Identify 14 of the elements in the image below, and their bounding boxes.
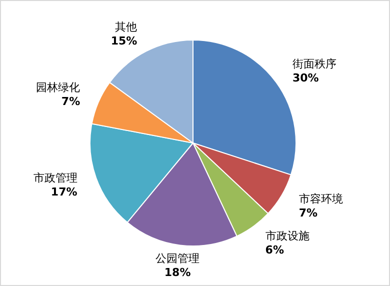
data-label: 30% — [292, 72, 319, 85]
slice-label: 市政管理 — [33, 172, 78, 185]
slice-label: 市容环境 — [298, 192, 343, 206]
slice-label: 市政设施 — [265, 230, 310, 243]
slice-label: 街面秩序 — [292, 58, 337, 71]
data-label: 7% — [298, 206, 318, 220]
data-label: 15% — [110, 34, 138, 48]
data-label: 6% — [265, 244, 284, 257]
data-label: 17% — [50, 186, 78, 199]
slice-label: 园林绿化 — [36, 81, 80, 94]
data-label: 18% — [164, 266, 191, 280]
slice-label: 公园管理 — [156, 252, 200, 266]
data-label: 7% — [61, 95, 80, 108]
slice-label: 其他 — [115, 20, 138, 34]
